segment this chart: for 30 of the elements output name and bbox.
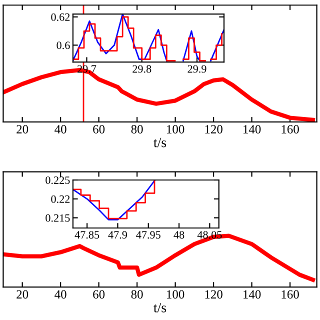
x-tick-label: 47.9 xyxy=(108,231,127,239)
x-tick-label: 47.95 xyxy=(136,231,160,239)
x-tick-label: 20 xyxy=(16,290,28,299)
y-tick-label: 0.62 xyxy=(51,13,70,21)
x-tick-label: 48.05 xyxy=(197,231,222,239)
x-tick-label: 140 xyxy=(244,125,261,134)
x-tick-label: 80 xyxy=(131,125,143,134)
y-tick-label: 0.22 xyxy=(51,195,70,203)
x-tick-label: 100 xyxy=(167,125,184,134)
x-tick-label: 40 xyxy=(54,125,66,134)
x-tick-label: 60 xyxy=(93,290,105,299)
y-tick-label: 0.215 xyxy=(46,214,70,222)
x-tick-label: 80 xyxy=(131,290,143,299)
x-tick-label: 29.9 xyxy=(188,65,206,73)
x-tick-label: 40 xyxy=(54,290,66,299)
x-tick-label: 47.85 xyxy=(74,231,100,239)
x-axis-title: t/s xyxy=(154,138,166,148)
x-tick-label: 60 xyxy=(93,125,105,134)
x-tick-label: 160 xyxy=(282,125,299,134)
y-tick-label: 0.6 xyxy=(56,42,70,50)
x-tick-label: 48 xyxy=(174,231,184,239)
y-tick-label: 0.225 xyxy=(46,176,70,184)
x-tick-label: 100 xyxy=(167,290,184,299)
x-tick-label: 20 xyxy=(16,125,28,134)
x-axis-title: t/s xyxy=(154,303,166,312)
x-tick-label: 29.8 xyxy=(132,65,152,73)
x-tick-label: 160 xyxy=(282,290,299,299)
x-tick-label: 120 xyxy=(205,125,222,134)
x-tick-label: 120 xyxy=(205,290,222,299)
x-tick-label: 140 xyxy=(244,290,261,299)
